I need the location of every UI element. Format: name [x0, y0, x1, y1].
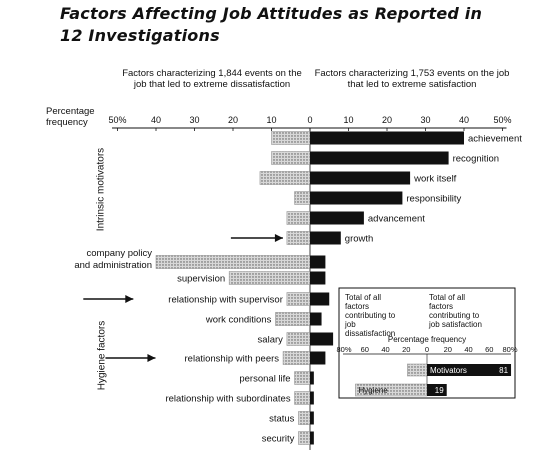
- bar-dissatisfaction: [271, 131, 311, 145]
- bar-dissatisfaction: [298, 411, 311, 425]
- tick-label: 20: [228, 115, 238, 125]
- bar-dissatisfaction: [286, 211, 311, 225]
- inset-tick-label: 40: [381, 345, 389, 354]
- bar-dissatisfaction: [286, 292, 311, 306]
- tick-label: 50%: [108, 115, 126, 125]
- bar-dissatisfaction: [155, 255, 311, 269]
- bar-dissatisfaction: [294, 191, 311, 205]
- tick-label: 50%: [493, 115, 511, 125]
- bar-satisfaction: [310, 191, 403, 205]
- bar-satisfaction: [310, 351, 326, 365]
- inset-header-right: Total of all: [429, 293, 465, 302]
- tick-label: 20: [382, 115, 392, 125]
- inset-tick-label: 60: [361, 345, 369, 354]
- category-label: company policy: [87, 248, 153, 259]
- category-label: supervision: [177, 274, 225, 285]
- inset-header-right: job satisfaction: [428, 320, 482, 329]
- category-label: growth: [345, 234, 374, 245]
- header-satisfaction: Factors characterizing 1,753 events on t…: [314, 68, 510, 90]
- inset-value-label: 19: [435, 386, 444, 395]
- tick-label: 10: [266, 115, 276, 125]
- inset-bar-label: Motivators: [430, 366, 467, 375]
- category-label: responsibility: [406, 194, 461, 205]
- bar-satisfaction: [310, 431, 314, 445]
- tick-label: 40: [151, 115, 161, 125]
- inset-tick-label: 0: [425, 345, 429, 354]
- header-dissatisfaction: Factors characterizing 1,844 events on t…: [122, 68, 302, 90]
- bar-dissatisfaction: [282, 351, 311, 365]
- category-label: achievement: [468, 134, 522, 145]
- category-label: work itself: [413, 174, 457, 185]
- inset-bar-dissatisfaction: [407, 363, 428, 377]
- bar-satisfaction: [310, 271, 326, 285]
- category-label: salary: [258, 335, 284, 346]
- bar-dissatisfaction: [271, 151, 311, 165]
- inset-bar-label: Hygiene: [358, 386, 388, 395]
- inset-header-left: job: [344, 320, 356, 329]
- inset-tick-label: 80%: [336, 345, 351, 354]
- category-label: relationship with subordinates: [165, 394, 290, 405]
- category-label: status: [269, 414, 295, 425]
- tick-label: 30: [189, 115, 199, 125]
- bar-satisfaction: [310, 151, 449, 165]
- bar-satisfaction: [310, 211, 364, 225]
- bar-dissatisfaction: [286, 231, 311, 245]
- bar-satisfaction: [310, 332, 334, 346]
- axis-label-frequency: frequency: [46, 117, 88, 128]
- category-label: work conditions: [205, 315, 272, 326]
- bar-satisfaction: [310, 255, 326, 269]
- bar-satisfaction: [310, 171, 411, 185]
- bar-satisfaction: [310, 391, 314, 405]
- bar-dissatisfaction: [294, 391, 311, 405]
- category-label: advancement: [368, 214, 425, 225]
- category-label: security: [262, 434, 295, 445]
- inset-tick-label: 20: [444, 345, 452, 354]
- arrow-head: [125, 295, 134, 303]
- inset-bar-satisfaction: [427, 364, 512, 376]
- inset-header-right: factors: [429, 302, 453, 311]
- category-label: recognition: [453, 154, 499, 165]
- inset-header-left: Total of all: [345, 293, 381, 302]
- category-label: relationship with supervisor: [168, 295, 283, 306]
- bar-dissatisfaction: [228, 271, 311, 285]
- tick-label: 40: [459, 115, 469, 125]
- category-label: relationship with peers: [185, 354, 280, 365]
- bar-dissatisfaction: [259, 171, 311, 185]
- inset-axis-title: Percentage frequency: [388, 335, 466, 344]
- tick-label: 10: [343, 115, 353, 125]
- bar-satisfaction: [310, 371, 314, 385]
- inset-header-left: factors: [345, 302, 369, 311]
- inset-tick-label: 80%: [502, 345, 517, 354]
- arrow-head: [274, 234, 283, 242]
- bar-satisfaction: [310, 231, 341, 245]
- bar-satisfaction: [310, 411, 314, 425]
- tick-label: 0: [307, 115, 312, 125]
- inset-value-label: 81: [499, 366, 508, 375]
- bar-satisfaction: [310, 292, 330, 306]
- inset-header-right: contributing to: [429, 311, 480, 320]
- inset-tick-label: 20: [402, 345, 410, 354]
- bar-dissatisfaction: [286, 332, 311, 346]
- inset-tick-label: 40: [464, 345, 472, 354]
- bar-satisfaction: [310, 131, 464, 145]
- bar-dissatisfaction: [294, 371, 311, 385]
- bar-satisfaction: [310, 312, 322, 326]
- axis-label-percentage: Percentage: [46, 106, 95, 117]
- category-label: personal life: [239, 374, 290, 385]
- inset-bar-satisfaction: [427, 384, 447, 396]
- inset-tick-label: 60: [485, 345, 493, 354]
- bar-dissatisfaction: [298, 431, 311, 445]
- chart-title-line1: Factors Affecting Job Attitudes as Repor…: [60, 4, 483, 23]
- category-label: and administration: [74, 260, 152, 271]
- inset-header-left: dissatisfaction: [345, 329, 395, 338]
- arrow-head: [147, 354, 156, 362]
- chart-title-line2: 12 Investigations: [60, 26, 220, 45]
- bar-dissatisfaction: [275, 312, 311, 326]
- inset-header-left: contributing to: [345, 311, 396, 320]
- tick-label: 30: [420, 115, 430, 125]
